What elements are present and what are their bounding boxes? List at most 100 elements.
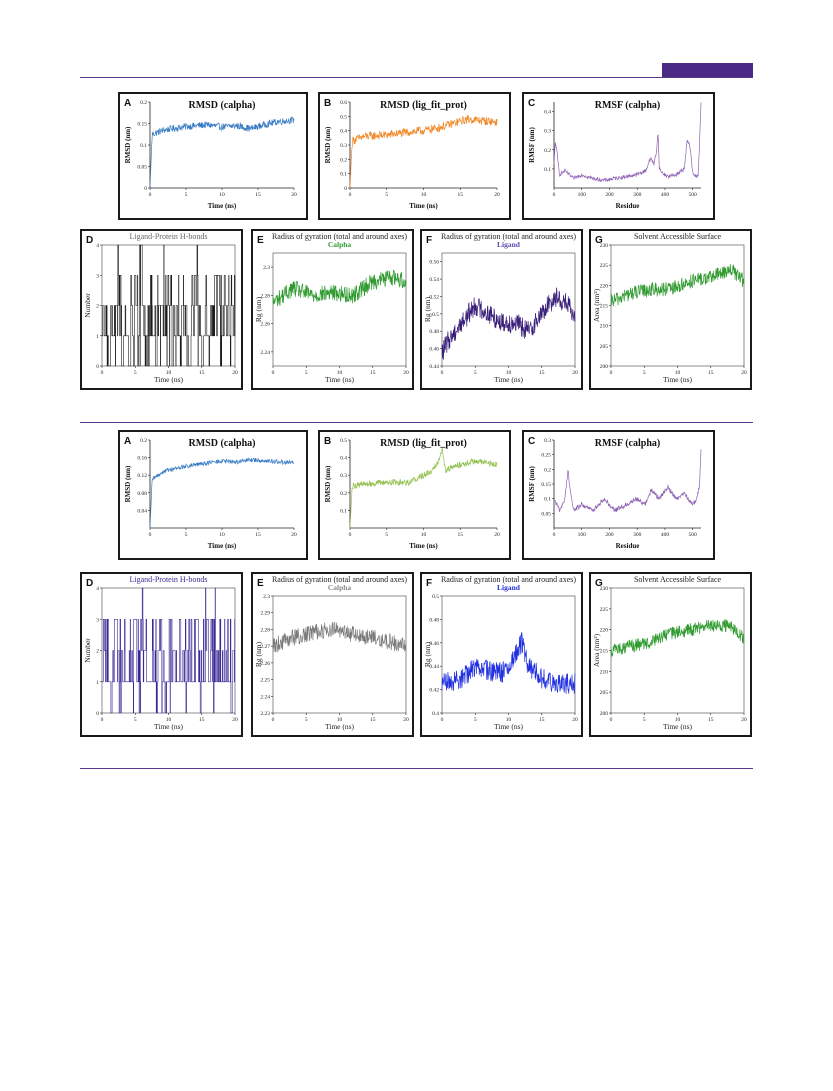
y-tick-label: 0.2 <box>544 467 551 473</box>
x-tick-label: 0 <box>349 532 352 538</box>
x-tick-label: 5 <box>643 370 646 376</box>
x-tick-label: 15 <box>458 192 464 198</box>
y-tick-label: 0 <box>96 364 99 370</box>
y-tick-label: 4 <box>96 243 99 249</box>
x-tick-label: 0 <box>441 370 444 376</box>
y-tick-label: 0.5 <box>340 114 347 120</box>
x-tick-label: 5 <box>305 370 308 376</box>
x-tick-label: 200 <box>605 532 614 538</box>
x-tick-label: 15 <box>199 717 205 723</box>
y-axis-label: RMSD (nm) <box>324 126 332 163</box>
y-tick-label: 2.26 <box>260 661 270 667</box>
chart-title: RMSD (calpha) <box>189 100 256 111</box>
chart-svg: B RMSD (lig_fit_prot) 0 5 10 15 20 0 0.1 0.2 0.3 0.… <box>324 98 500 210</box>
y-tick-label: 2.26 <box>260 322 270 328</box>
y-tick-label: 4 <box>96 586 99 592</box>
y-axis-label: Rg (nm) <box>254 296 263 322</box>
panel-letter: C <box>528 436 535 447</box>
series-line <box>272 621 407 653</box>
y-tick-label: 2.23 <box>260 711 270 717</box>
y-tick-label: 0 <box>96 711 99 717</box>
x-tick-label: 400 <box>661 532 670 538</box>
y-tick-label: 2 <box>96 304 99 310</box>
x-tick-label: 5 <box>474 717 477 723</box>
chart-svg: F Radius of gyration (total and around ax… <box>423 232 578 384</box>
y-axis-label: Rg (nm) <box>254 641 263 667</box>
y-tick-label: 225 <box>600 263 609 269</box>
x-tick-label: 5 <box>643 717 646 723</box>
x-tick-label: 10 <box>506 717 512 723</box>
plot-frame <box>272 252 407 367</box>
chart-svg: E Radius of gyration (total and around ax… <box>254 575 409 731</box>
x-tick-label: 5 <box>185 532 188 538</box>
y-tick-label: 0.12 <box>137 473 147 479</box>
y-tick-label: 2.27 <box>260 644 270 650</box>
x-tick-label: 0 <box>101 717 104 723</box>
chart-title: RMSF (calpha) <box>595 100 660 111</box>
chart-svg: C RMSF (calpha) 0 100 200 300 400 500 0.05 0.1 0.1… <box>528 436 702 550</box>
chart-panel-2-g: G Solvent Accessible Surface 0 5 10 15 20 200 20… <box>589 572 752 737</box>
y-tick-label: 205 <box>600 690 609 696</box>
chart-svg: B RMSD (lig_fit_prot) 0 5 10 15 20 0.1 0.2 0.3 0.4… <box>324 436 500 550</box>
x-tick-label: 15 <box>370 717 376 723</box>
panel-letter: E <box>257 235 264 246</box>
y-tick-label: 0.1 <box>340 172 347 178</box>
y-tick-label: 3 <box>96 273 99 279</box>
y-tick-label: 1 <box>96 680 99 686</box>
y-tick-label: 0.56 <box>429 260 439 266</box>
series-line <box>102 244 236 367</box>
chart-svg: D Ligand-Protein H-bonds 0 5 10 15 20 0 1 2 3 4 Time… <box>83 232 238 384</box>
chart-title: Radius of gyration (total and around axe… <box>272 575 407 584</box>
y-tick-label: 0.15 <box>137 122 147 128</box>
chart-panel-2-a: A RMSD (calpha) 0 5 10 15 20 0.04 0.08 0.12 0.16 0.… <box>118 430 308 560</box>
x-tick-label: 0 <box>610 717 613 723</box>
y-tick-label: 200 <box>600 364 609 370</box>
x-tick-label: 0 <box>553 192 556 198</box>
x-tick-label: 15 <box>708 717 714 723</box>
chart-title: Radius of gyration (total and around axe… <box>441 575 576 584</box>
series-line <box>149 457 295 529</box>
y-tick-label: 215 <box>600 304 609 310</box>
x-tick-label: 0 <box>553 532 556 538</box>
series-line <box>441 287 576 360</box>
x-tick-label: 20 <box>291 532 297 538</box>
y-tick-label: 0.4 <box>340 456 347 462</box>
x-axis-label: Time (ns) <box>494 722 524 731</box>
chart-svg: A RMSD (calpha) 0 5 10 15 20 0 0.05 0.1 0.15 0.2 Tim… <box>124 98 297 210</box>
chart-title: RMSF (calpha) <box>595 438 660 449</box>
panel-letter: A <box>124 436 131 447</box>
chart-title: Radius of gyration (total and around axe… <box>441 232 576 241</box>
chart-svg: A RMSD (calpha) 0 5 10 15 20 0.04 0.08 0.12 0.16 0.… <box>124 436 297 550</box>
x-tick-label: 5 <box>385 532 388 538</box>
x-tick-label: 0 <box>272 370 275 376</box>
x-tick-label: 20 <box>494 532 500 538</box>
y-tick-label: 2.28 <box>260 293 270 299</box>
chart-subtitle: Calpha <box>328 240 352 249</box>
y-tick-label: 0.5 <box>340 438 347 444</box>
y-tick-label: 2 <box>96 649 99 655</box>
x-tick-label: 15 <box>708 370 714 376</box>
x-tick-label: 0 <box>441 717 444 723</box>
y-axis-label: Number <box>83 293 92 318</box>
x-tick-label: 5 <box>185 192 188 198</box>
chart-panel-1-e: E Radius of gyration (total and around ax… <box>251 229 414 390</box>
y-tick-label: 3 <box>96 617 99 623</box>
panel-letter: C <box>528 98 535 109</box>
chart-panel-2-c: C RMSF (calpha) 0 100 200 300 400 500 0.05 0.1 0.1… <box>522 430 715 560</box>
y-tick-label: 0 <box>344 186 347 192</box>
x-tick-label: 5 <box>474 370 477 376</box>
series-line <box>610 619 745 657</box>
panel-letter: G <box>595 578 603 589</box>
x-tick-label: 0 <box>272 717 275 723</box>
y-axis-label: RMSD (nm) <box>124 126 132 163</box>
x-tick-label: 10 <box>421 192 427 198</box>
y-tick-label: 0.2 <box>340 157 347 163</box>
x-tick-label: 15 <box>370 370 376 376</box>
x-axis-label: Time (ns) <box>208 542 237 550</box>
middle-rule <box>80 422 753 423</box>
header-tag <box>662 63 753 77</box>
chart-panel-2-b: B RMSD (lig_fit_prot) 0 5 10 15 20 0.1 0.2 0.3 0.4… <box>318 430 511 560</box>
x-axis-label: Time (ns) <box>663 375 693 384</box>
x-tick-label: 15 <box>199 370 205 376</box>
x-axis-label: Time (ns) <box>208 202 237 210</box>
